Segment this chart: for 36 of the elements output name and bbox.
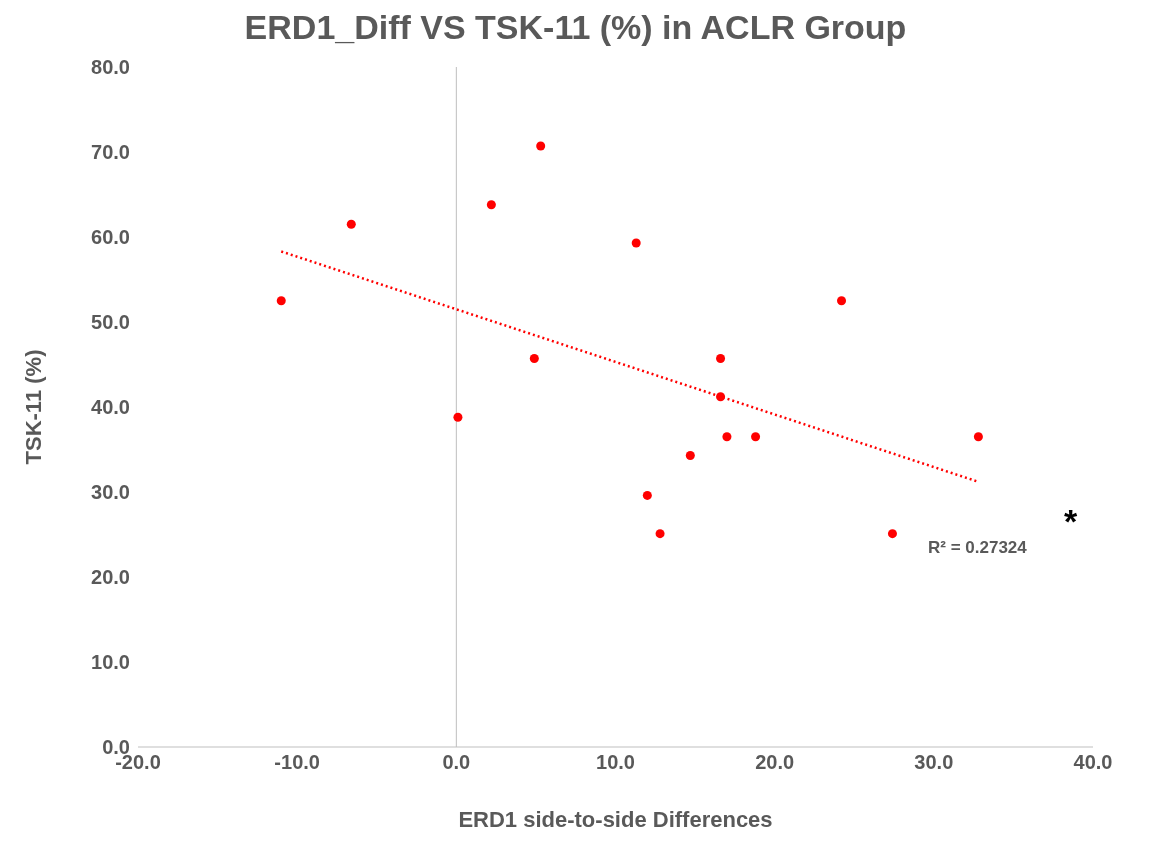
y-tick-label: 50.0: [91, 311, 130, 334]
point: [837, 296, 847, 306]
y-tick-label: 30.0: [91, 481, 130, 504]
point: [751, 432, 761, 442]
y-tick-label: 40.0: [91, 396, 130, 419]
point: [536, 141, 546, 151]
y-tick-label: 10.0: [91, 651, 130, 674]
point: [631, 238, 641, 248]
point: [887, 529, 897, 539]
x-tick-label: -10.0: [274, 751, 320, 774]
x-tick-label: 40.0: [1073, 751, 1113, 774]
point: [453, 412, 463, 422]
y-axis-title: TSK-11 (%): [20, 349, 46, 465]
point: [716, 354, 726, 364]
point: [685, 450, 695, 460]
x-tick-label: 30.0: [914, 751, 954, 774]
point: [529, 354, 539, 364]
y-tick-label: 80.0: [91, 56, 130, 79]
x-tick-label: 0.0: [442, 751, 471, 774]
x-tick-label: 10.0: [596, 751, 635, 774]
y-tick-label: 60.0: [91, 226, 130, 249]
point: [486, 200, 496, 210]
point: [973, 432, 983, 442]
y-tick-label: 70.0: [91, 141, 130, 164]
annotation: *: [1064, 502, 1078, 540]
point: [346, 219, 356, 229]
x-tick-label: 20.0: [755, 751, 795, 774]
point: [716, 392, 726, 402]
point: [655, 529, 665, 539]
point: [276, 296, 286, 306]
point: [722, 432, 732, 442]
annotation: R² = 0.27324: [928, 538, 1027, 558]
point: [642, 490, 652, 500]
y-tick-label: 20.0: [91, 566, 130, 589]
x-axis-title: ERD1 side-to-side Differences: [458, 807, 773, 832]
chart-title: ERD1_Diff VS TSK-11 (%) in ACLR Group: [243, 8, 908, 47]
